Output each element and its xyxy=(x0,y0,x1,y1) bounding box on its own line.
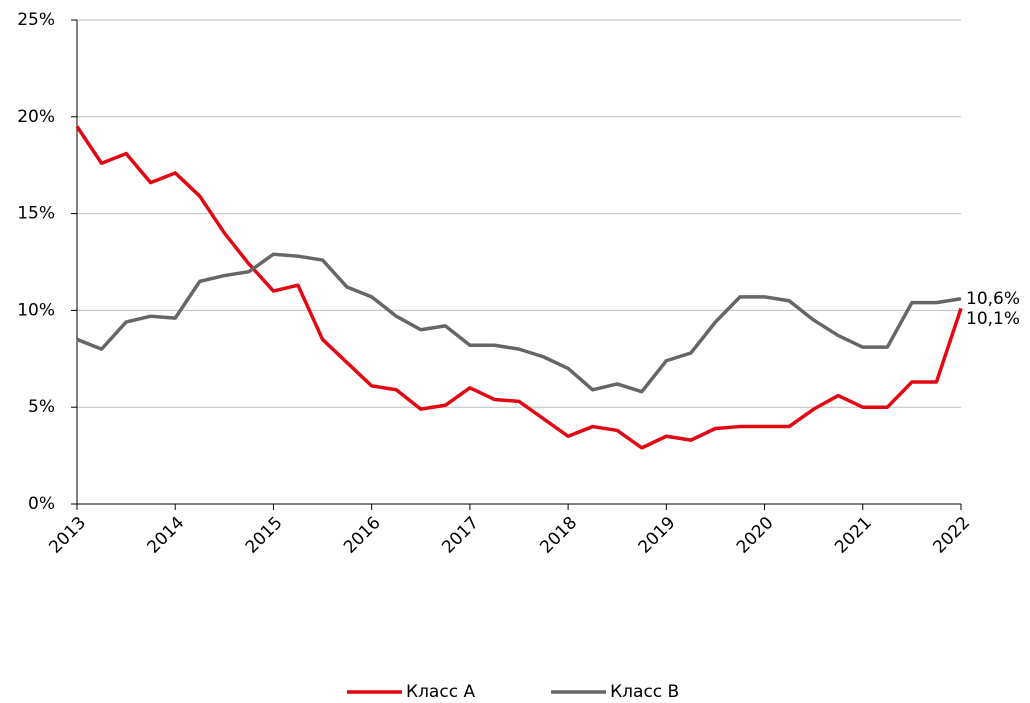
y-tick-label: 0% xyxy=(28,494,55,514)
x-tick-label: 2015 xyxy=(242,513,287,558)
y-tick-label: 5% xyxy=(28,397,55,417)
x-tick-label: 2021 xyxy=(831,513,876,558)
legend-label: Класс В xyxy=(610,682,679,702)
x-tick-label: 2018 xyxy=(536,513,581,558)
x-tick-label: 2020 xyxy=(733,513,778,558)
x-tick-label: 2013 xyxy=(45,513,90,558)
y-tick-label: 20% xyxy=(17,107,55,127)
y-tick-label: 15% xyxy=(17,204,55,224)
x-tick-label: 2017 xyxy=(438,513,483,558)
line-series xyxy=(75,125,963,450)
y-tick-label: 10% xyxy=(17,300,55,320)
legend-label: Класс А xyxy=(406,682,475,702)
y-tick-label: 25% xyxy=(17,10,55,30)
x-tick-label: 2019 xyxy=(635,513,680,558)
data-label: 10,1% xyxy=(966,309,1020,329)
x-tick-label: 2014 xyxy=(144,513,189,558)
x-tick-label: 2016 xyxy=(340,513,385,558)
line-series xyxy=(76,252,962,394)
x-tick-label: 2022 xyxy=(929,513,974,558)
data-label: 10,6% xyxy=(966,289,1020,309)
